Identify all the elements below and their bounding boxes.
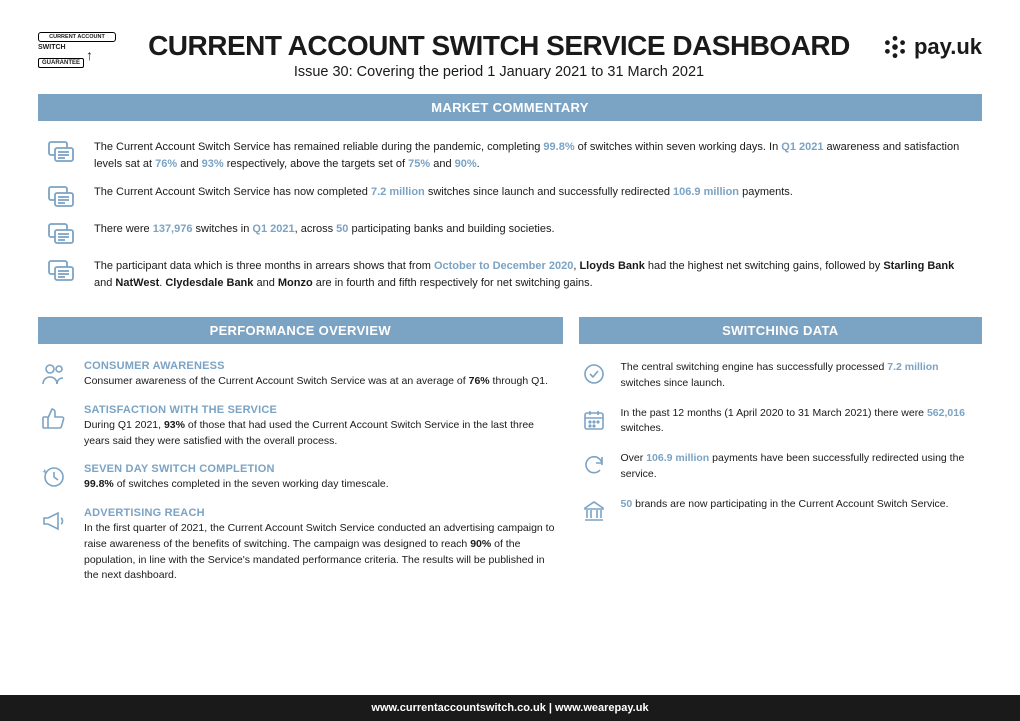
payuk-text: pay.uk <box>914 34 982 60</box>
chat-icon <box>46 185 76 209</box>
commentary-para-2: The Current Account Switch Service has n… <box>94 184 974 201</box>
switch-engine-text: The central switching engine has success… <box>621 360 980 392</box>
logo-guarantee-text: GUARANTEE <box>38 58 84 68</box>
satisfaction-heading: SATISFACTION WITH THE SERVICE <box>84 404 561 416</box>
awareness-heading: CONSUMER AWARENESS <box>84 360 561 372</box>
commentary-para-1: The Current Account Switch Service has r… <box>94 139 974 172</box>
switch-12month-text: In the past 12 months (1 April 2020 to 3… <box>621 406 980 438</box>
page-title: CURRENT ACCOUNT SWITCH SERVICE DASHBOARD <box>116 30 882 62</box>
market-commentary-body: The Current Account Switch Service has r… <box>38 121 982 307</box>
arrow-up-icon: ↑ <box>86 47 93 63</box>
check-circle-icon <box>581 362 607 386</box>
commentary-para-3: There were 137,976 switches in Q1 2021, … <box>94 221 974 238</box>
logo-top-text: CURRENT ACCOUNT <box>38 32 116 42</box>
switch-payments-text: Over 106.9 million payments have been su… <box>621 451 980 483</box>
megaphone-icon <box>40 509 68 533</box>
market-commentary-heading: MARKET COMMENTARY <box>38 94 982 121</box>
thumbs-up-icon <box>40 406 68 430</box>
chat-icon <box>46 259 76 283</box>
page-subtitle: Issue 30: Covering the period 1 January … <box>116 64 882 80</box>
footer: www.currentaccountswitch.co.uk | www.wea… <box>0 695 1020 721</box>
people-icon <box>40 362 68 386</box>
awareness-text: Consumer awareness of the Current Accoun… <box>84 374 561 390</box>
advertising-text: In the first quarter of 2021, the Curren… <box>84 521 561 584</box>
performance-heading: PERFORMANCE OVERVIEW <box>38 317 563 344</box>
calendar-icon <box>581 408 607 432</box>
refresh-icon <box>581 453 607 477</box>
chat-icon <box>46 140 76 164</box>
satisfaction-text: During Q1 2021, 93% of those that had us… <box>84 418 561 450</box>
footer-url-2: www.wearepay.uk <box>555 702 649 714</box>
performance-body: CONSUMER AWARENESS Consumer awareness of… <box>38 344 563 584</box>
chat-icon <box>46 222 76 246</box>
payuk-icon <box>882 34 908 60</box>
switch-guarantee-logo: CURRENT ACCOUNT SWITCH GUARANTEE ↑ <box>38 32 116 69</box>
clock-arrow-icon <box>40 465 68 489</box>
header: CURRENT ACCOUNT SWITCH GUARANTEE ↑ CURRE… <box>38 30 982 80</box>
payuk-logo: pay.uk <box>882 34 982 60</box>
logo-switch-text: SWITCH <box>38 44 84 51</box>
footer-url-1: www.currentaccountswitch.co.uk <box>371 702 545 714</box>
commentary-para-4: The participant data which is three mont… <box>94 258 974 291</box>
seven-day-heading: SEVEN DAY SWITCH COMPLETION <box>84 463 561 475</box>
bank-icon <box>581 499 607 523</box>
footer-separator: | <box>546 702 555 714</box>
advertising-heading: ADVERTISING REACH <box>84 507 561 519</box>
switch-brands-text: 50 brands are now participating in the C… <box>621 497 980 513</box>
seven-day-text: 99.8% of switches completed in the seven… <box>84 477 561 493</box>
switching-body: The central switching engine has success… <box>579 344 982 523</box>
switching-heading: SWITCHING DATA <box>579 317 982 344</box>
